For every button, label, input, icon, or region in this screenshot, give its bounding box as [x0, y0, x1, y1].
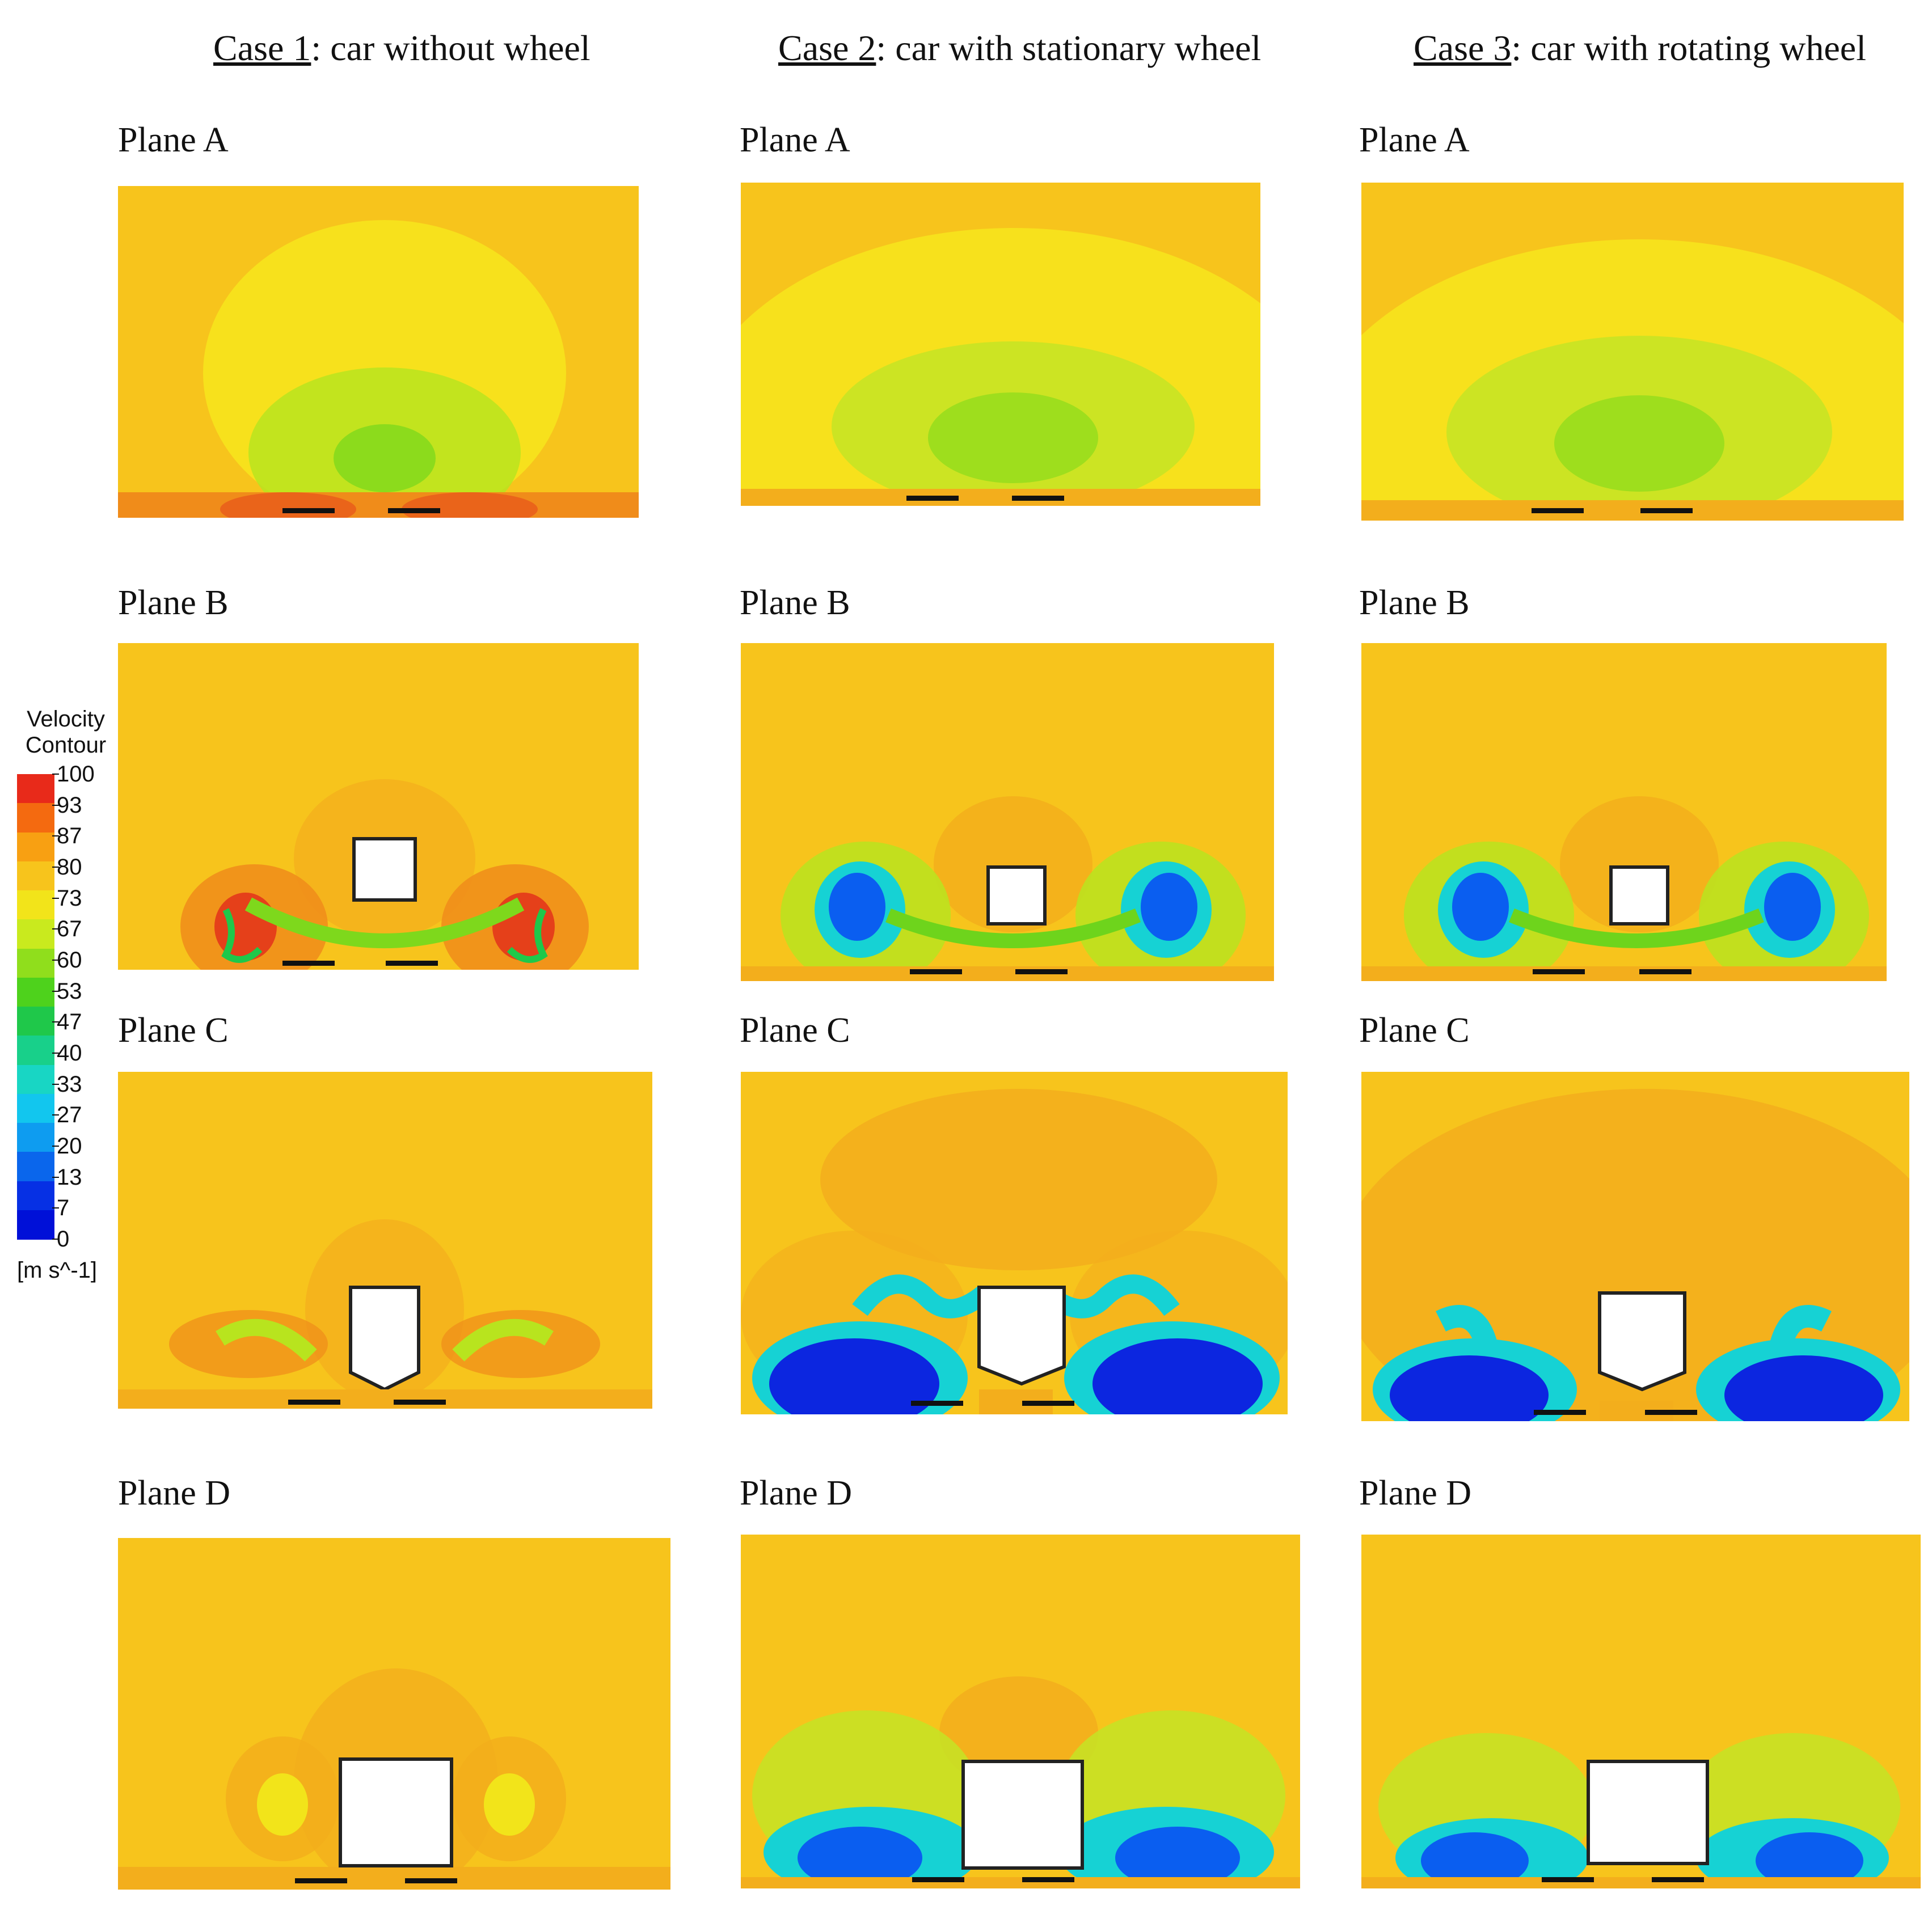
colorbar-segment — [17, 948, 54, 978]
contour-plane-a-case-2 — [741, 183, 1260, 506]
colorbar-segment — [17, 890, 54, 920]
colorbar-tick-label: 0 — [52, 1227, 70, 1252]
colorbar-segment — [17, 803, 54, 833]
colorbar-tick-label: 100 — [52, 762, 95, 787]
plane-b-label-case-1: Plane B — [118, 584, 229, 622]
contour-plane-d-case-3 — [1361, 1535, 1921, 1888]
colorbar-tick-label: 7 — [52, 1195, 70, 1221]
colorbar-tick-label: 60 — [52, 948, 82, 973]
plane-c-label-case-1: Plane C — [118, 1011, 229, 1050]
case-2-suffix: : car with stationary wheel — [876, 28, 1262, 68]
contour-plane-b-case-2 — [741, 643, 1274, 981]
contour-plane-b-case-3 — [1361, 643, 1887, 981]
colorbar-segment — [17, 1064, 54, 1095]
plane-a-label-case-2: Plane A — [740, 121, 850, 159]
case-1-prefix: Case 1 — [213, 28, 311, 68]
colorbar-tick-label: 33 — [52, 1071, 82, 1097]
velocity-colorbar — [17, 774, 54, 1240]
plane-b-label-case-2: Plane B — [740, 584, 850, 622]
plane-d-label-case-2: Plane D — [740, 1474, 853, 1512]
colorbar-segment — [17, 1093, 54, 1123]
legend-title-line1: Velocity — [27, 707, 105, 732]
colorbar-tick-label: 47 — [52, 1009, 82, 1035]
contour-plane-c-case-1 — [118, 1072, 652, 1409]
plane-c-label-case-2: Plane C — [740, 1011, 850, 1050]
colorbar-tick-label: 67 — [52, 916, 82, 942]
colorbar-tick-label: 27 — [52, 1102, 82, 1128]
case-2-title: Case 2: car with stationary wheel — [778, 27, 1261, 69]
colorbar-segment — [17, 1210, 54, 1240]
case-3-prefix: Case 3 — [1414, 28, 1512, 68]
case-3-suffix: : car with rotating wheel — [1511, 28, 1866, 68]
contour-plane-a-case-3 — [1361, 183, 1904, 521]
colorbar-segment — [17, 861, 54, 891]
legend-title-line2: Contour — [25, 733, 107, 758]
colorbar-tick-label: 73 — [52, 885, 82, 911]
colorbar-tick-label: 87 — [52, 823, 82, 849]
plane-a-label-case-3: Plane A — [1359, 121, 1470, 159]
colorbar-tick-label: 20 — [52, 1134, 82, 1159]
plane-d-label-case-1: Plane D — [118, 1474, 231, 1512]
contour-plane-d-case-2 — [741, 1535, 1300, 1888]
legend-title: Velocity Contour — [15, 706, 117, 758]
colorbar-segment — [17, 1007, 54, 1037]
colorbar-segment — [17, 1152, 54, 1182]
case-1-title: Case 1: car without wheel — [213, 27, 590, 69]
legend-unit: [m s^-1] — [17, 1258, 97, 1283]
plane-c-label-case-3: Plane C — [1359, 1011, 1470, 1050]
contour-plane-a-case-1 — [118, 186, 639, 518]
colorbar-tick-label: 53 — [52, 978, 82, 1004]
colorbar-tick-label: 80 — [52, 855, 82, 880]
plane-a-label-case-1: Plane A — [118, 121, 229, 159]
colorbar-segment — [17, 774, 54, 804]
plane-b-label-case-3: Plane B — [1359, 584, 1470, 622]
colorbar-segment — [17, 1181, 54, 1211]
colorbar-segment — [17, 919, 54, 949]
colorbar-tick-label: 93 — [52, 792, 82, 818]
case-2-prefix: Case 2 — [778, 28, 876, 68]
colorbar-tick-label: 40 — [52, 1041, 82, 1066]
plane-d-label-case-3: Plane D — [1359, 1474, 1472, 1512]
contour-plane-c-case-3 — [1361, 1072, 1909, 1421]
contour-plane-d-case-1 — [118, 1538, 670, 1890]
contour-plane-c-case-2 — [741, 1072, 1288, 1414]
case-3-title: Case 3: car with rotating wheel — [1414, 27, 1866, 69]
colorbar-segment — [17, 1036, 54, 1066]
colorbar-tick-label: 13 — [52, 1164, 82, 1190]
colorbar-segment — [17, 1123, 54, 1153]
contour-plane-b-case-1 — [118, 643, 639, 970]
colorbar-segment — [17, 977, 54, 1007]
case-1-suffix: : car without wheel — [311, 28, 590, 68]
colorbar-segment — [17, 832, 54, 862]
